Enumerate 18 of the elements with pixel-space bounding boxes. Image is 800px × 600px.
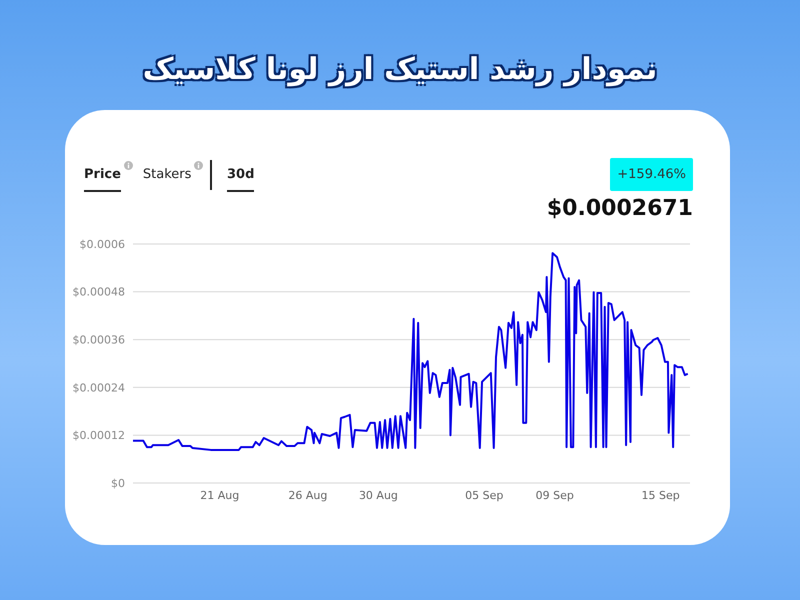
y-tick-label: $0.00012 xyxy=(72,429,125,442)
y-tick-label: $0.00036 xyxy=(72,334,125,347)
x-tick-label: 05 Sep xyxy=(465,488,504,502)
text: +159.46% xyxy=(610,158,693,191)
x-tick-label: 09 Sep xyxy=(536,488,574,502)
x-tick-label: 15 Sep xyxy=(641,488,680,502)
y-tick-label: $0.0006 xyxy=(80,238,125,251)
text: Stakers xyxy=(142,167,192,184)
x-tick-label: 30 Aug xyxy=(358,488,398,502)
x-tick-label: 26 Aug xyxy=(288,488,328,502)
chart-title: نمودار رشد استیک ارز لونا کلاسیک xyxy=(142,52,658,87)
y-tick-label: $0.00048 xyxy=(72,286,125,299)
text: 30d xyxy=(227,167,254,192)
y-tick-label: $0.00024 xyxy=(72,381,125,394)
text: Price xyxy=(84,167,121,192)
text: $0.0002671 xyxy=(546,196,693,221)
y-tick-label: $0 xyxy=(111,476,125,490)
x-tick-label: 21 Aug xyxy=(200,488,240,502)
